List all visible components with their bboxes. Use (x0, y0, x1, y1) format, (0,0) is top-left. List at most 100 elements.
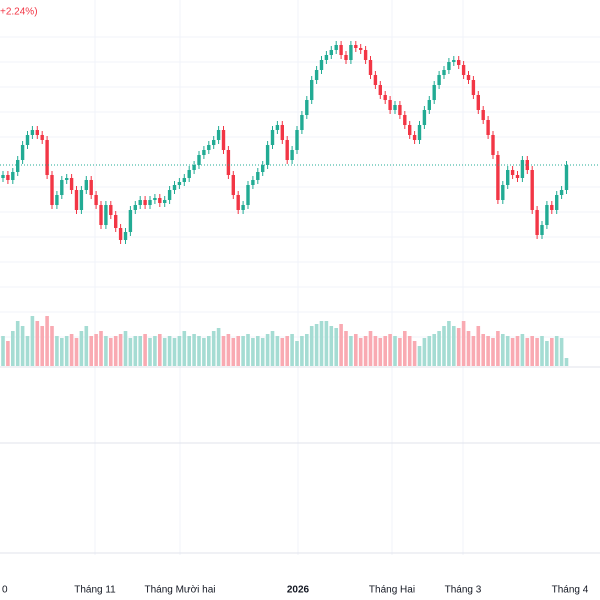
volume-bar (172, 338, 177, 366)
volume-bar (216, 328, 221, 366)
candle-body (540, 225, 544, 235)
candle-body (310, 80, 314, 100)
volume-bar (515, 336, 520, 366)
volume-bar (334, 328, 338, 366)
candle-body (501, 185, 505, 200)
volume-bar (256, 336, 260, 366)
candle-body (246, 185, 250, 205)
volume-bar (550, 338, 554, 366)
volume-bar (221, 336, 226, 366)
volume-bar (339, 324, 343, 366)
candle-body (202, 150, 206, 155)
volume-bar (20, 326, 25, 366)
candle-body (427, 100, 431, 110)
x-axis-label: 2026 (287, 585, 310, 596)
volume-bar (525, 338, 530, 366)
candle-body (69, 178, 74, 190)
candle-body (476, 95, 480, 110)
candle-body (6, 175, 10, 180)
volume-bar (403, 331, 407, 366)
volume-bar (314, 324, 319, 366)
candle-body (265, 145, 270, 165)
volume-bar (471, 336, 476, 366)
x-axis-label: Tháng 3 (445, 585, 482, 596)
volume-bar (437, 331, 441, 366)
candle-body (143, 200, 147, 205)
volume-bar (329, 326, 334, 366)
candle-body (158, 198, 162, 203)
volume-bar (162, 338, 167, 366)
candle-body (123, 232, 128, 240)
candle-body (11, 172, 15, 180)
volume-bar (554, 336, 559, 366)
candle-body (515, 175, 520, 178)
volume-bar (265, 334, 270, 366)
candle-body (344, 55, 348, 60)
candle-body (457, 60, 461, 65)
volume-bar (167, 336, 172, 366)
candle-body (216, 130, 221, 140)
candle-body (368, 60, 373, 75)
volume-bar (128, 338, 133, 366)
volume-bar (422, 338, 427, 366)
candle-body (60, 180, 64, 195)
volume-bar (452, 326, 456, 366)
volume-bar (540, 336, 544, 366)
volume-bar (432, 334, 436, 366)
x-axis-label: Tháng 4 (552, 585, 589, 596)
volume-bar (74, 338, 79, 366)
volume-bar (187, 336, 191, 366)
candle-body (40, 135, 44, 140)
volume-bar (1, 336, 5, 366)
candle-body (461, 65, 466, 75)
candle-body (118, 228, 123, 240)
volume-bar (510, 338, 515, 366)
volume-bar (246, 334, 250, 366)
candle-body (555, 195, 559, 210)
volume-bar (182, 331, 187, 366)
candle-body (55, 195, 59, 205)
candle-body (104, 205, 108, 225)
volume-bar (270, 331, 275, 366)
candle-body (50, 175, 54, 205)
volume-bar (25, 336, 30, 366)
volume-bar (344, 331, 348, 366)
candle-body (35, 130, 39, 135)
volume-bar (192, 334, 196, 366)
volume-bar (202, 338, 206, 366)
volume-bar (530, 336, 534, 366)
candle-body (65, 178, 69, 180)
x-axis-label: 0 (2, 585, 8, 596)
volume-bar (388, 334, 392, 366)
volume-bar (427, 336, 432, 366)
volume-bar (241, 336, 245, 366)
candle-body (45, 140, 49, 175)
volume-bar (231, 338, 236, 366)
candle-body (20, 145, 25, 160)
candle-body (231, 175, 235, 195)
candle-body (329, 50, 333, 55)
candle-body (559, 190, 564, 195)
candle-body (275, 125, 280, 130)
candle-body (520, 160, 525, 178)
candle-body (16, 160, 20, 172)
volume-bar (79, 331, 84, 366)
volume-bar (60, 338, 64, 366)
candle-body (79, 190, 84, 210)
candle-body (261, 165, 265, 172)
volume-bar (138, 336, 142, 366)
candle-body (486, 120, 490, 135)
candle-body (417, 125, 422, 140)
volume-bar (373, 336, 378, 366)
volume-bar (11, 331, 15, 366)
volume-bar (358, 338, 363, 366)
candle-body (319, 60, 324, 70)
candle-body (187, 170, 191, 178)
candle-body (153, 198, 157, 200)
volume-bar (393, 336, 397, 366)
candle-body (481, 110, 485, 120)
volume-bar (505, 336, 510, 366)
candle-body (373, 75, 378, 85)
volume-bar (118, 334, 123, 366)
candle-body (109, 205, 113, 215)
